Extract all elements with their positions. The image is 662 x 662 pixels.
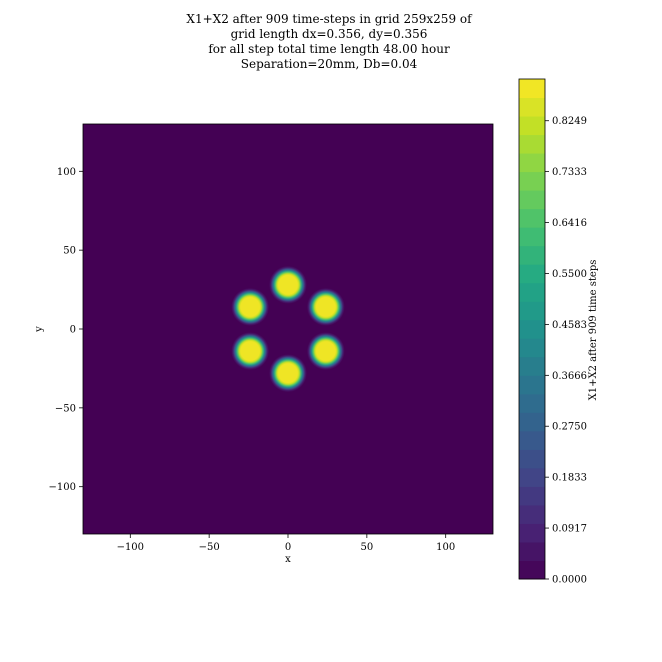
colorbar-band [519,486,545,506]
x-axis: −100 −50 0 50 100 [117,534,455,553]
colorbar-band [519,356,545,376]
colorbar-ticks: 0.0000 0.0917 0.1833 0.2750 0.3666 0.4583 0.55… [545,116,587,586]
colorbar-tick-label: 0.6416 [552,218,587,229]
colorbar-band [519,190,545,210]
x-tick-label: −50 [199,542,220,553]
title-line-4: Separation=20mm, Db=0.04 [241,57,418,71]
x-tick-label: 50 [360,542,373,553]
colorbar-band [519,97,545,117]
colorbar-band [519,449,545,469]
heatmap-background [83,124,493,534]
colorbar-band [519,338,545,358]
colorbar-band [519,393,545,413]
concentration-spot-5 [231,332,270,371]
x-tick-label: −100 [117,542,144,553]
colorbar-tick-label: 0.0917 [552,524,587,535]
colorbar-band [519,430,545,450]
colorbar-band [519,301,545,321]
concentration-spot-3 [306,332,345,371]
x-tick-label: 0 [285,542,291,553]
colorbar-label: X1+X2 after 909 time steps [588,260,599,401]
colorbar-tick-label: 0.4583 [552,320,587,331]
colorbar [518,78,546,580]
y-tick-label: −50 [55,403,76,414]
colorbar-band [519,467,545,487]
x-tick-label: 100 [436,542,455,553]
y-tick-label: −100 [49,482,76,493]
y-tick-label: 100 [57,167,76,178]
colorbar-tick-label: 0.7333 [552,167,587,178]
colorbar-band [519,523,545,543]
title-line-2: grid length dx=0.356, dy=0.356 [231,27,428,41]
colorbar-band [519,79,545,99]
x-axis-label: x [285,554,291,565]
colorbar-tick-label: 0.3666 [552,371,587,382]
colorbar-band [519,134,545,154]
colorbar-band [519,412,545,432]
colorbar-band [519,319,545,339]
colorbar-band [519,282,545,302]
colorbar-band [519,171,545,191]
chart-title: X1+X2 after 909 time-steps in grid 259x2… [186,12,473,71]
colorbar-tick-label: 0.1833 [552,473,587,484]
heatmap-plot-area [82,123,494,535]
colorbar-band [519,504,545,524]
colorbar-band [519,208,545,228]
colorbar-tick-label: 0.2750 [552,422,587,433]
concentration-spot-4 [269,354,307,393]
y-axis: −100 −50 0 50 100 [49,167,83,493]
y-tick-label: 50 [63,246,76,257]
colorbar-band [519,264,545,284]
colorbar-band [519,541,545,561]
colorbar-band [519,560,545,580]
title-line-3: for all step total time length 48.00 hou… [208,42,450,56]
colorbar-band [519,227,545,247]
y-axis-label: y [34,326,45,333]
colorbar-tick-label: 0.8249 [552,116,587,127]
concentration-spot-6 [231,288,270,326]
colorbar-band [519,153,545,173]
colorbar-tick-label: 0.5500 [552,269,587,280]
colorbar-tick-label: 0.0000 [552,575,587,586]
concentration-spot-2 [306,288,345,326]
colorbar-band [519,116,545,136]
colorbar-band [519,375,545,395]
title-line-1: X1+X2 after 909 time-steps in grid 259x2… [186,12,473,26]
colorbar-frame [518,78,546,580]
colorbar-band [519,245,545,265]
y-tick-label: 0 [70,325,76,336]
concentration-spot-1 [269,265,307,304]
